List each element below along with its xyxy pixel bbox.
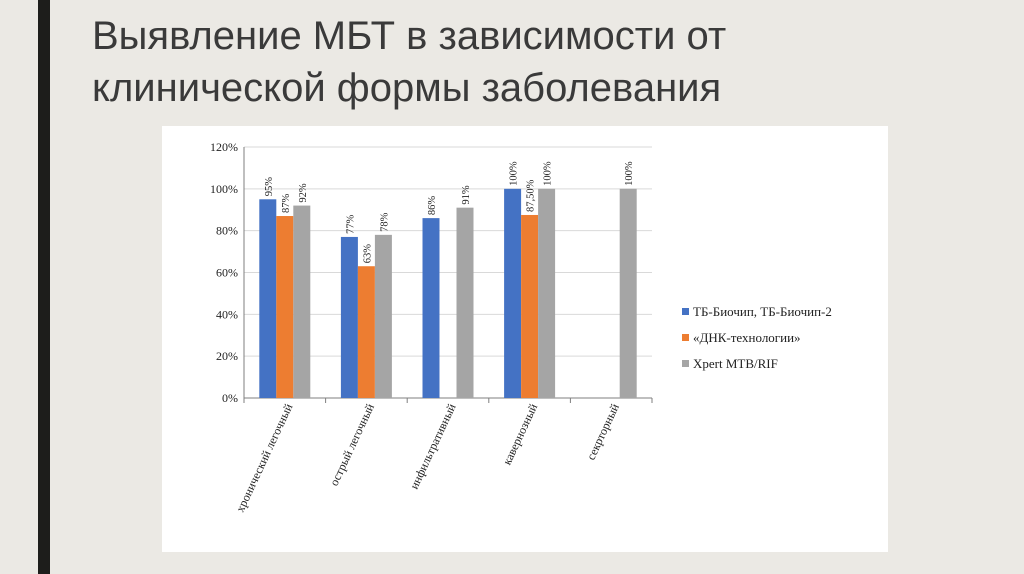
bar-3 bbox=[293, 205, 311, 398]
bar-3 bbox=[619, 188, 637, 398]
x-category-label: хронический легочный bbox=[233, 401, 296, 514]
bar-3 bbox=[374, 234, 392, 398]
data-label: 63% bbox=[362, 244, 373, 264]
bar-chart: 95% 87% 92% 77% 63% 78% 86% 91% 100% 87,50% 100% 10… bbox=[210, 140, 832, 514]
data-label: 100% bbox=[509, 161, 520, 186]
y-tick-label: 20% bbox=[216, 349, 238, 363]
y-tick-label: 80% bbox=[216, 224, 238, 238]
bar-2 bbox=[276, 216, 294, 398]
bar-1 bbox=[422, 218, 440, 398]
data-label: 77% bbox=[345, 214, 356, 234]
x-category-label: кавернозный bbox=[500, 401, 541, 467]
x-category-label: острый легочный bbox=[327, 401, 378, 488]
decorative-left-bar bbox=[38, 0, 50, 574]
bar-2 bbox=[357, 266, 375, 398]
legend-entry: «ДНК-технологии» bbox=[693, 330, 801, 345]
data-label: 78% bbox=[379, 212, 390, 232]
chart-panel: 95% 87% 92% 77% 63% 78% 86% 91% 100% 87,50% 100% 10… bbox=[162, 126, 888, 552]
bar-3 bbox=[456, 207, 474, 398]
bar-1 bbox=[259, 199, 277, 398]
data-label: 100% bbox=[543, 161, 554, 186]
legend-entry: ТБ-Биочип, ТБ-Биочип-2 bbox=[693, 304, 832, 319]
x-category-label: секрторный bbox=[584, 401, 622, 462]
bar-3 bbox=[538, 188, 556, 398]
y-tick-label: 100% bbox=[210, 182, 238, 196]
bar-1 bbox=[504, 188, 522, 398]
gridlines bbox=[244, 146, 652, 399]
legend-swatch bbox=[682, 334, 689, 341]
data-label: 95% bbox=[264, 177, 275, 197]
legend-swatch bbox=[682, 308, 689, 315]
slide-title-line-2: клинической формы заболевания bbox=[92, 66, 722, 110]
data-label: 91% bbox=[461, 185, 472, 205]
data-label: 92% bbox=[298, 183, 309, 203]
bars bbox=[259, 188, 637, 398]
bar-1 bbox=[340, 236, 358, 398]
y-tick-label: 0% bbox=[222, 391, 238, 405]
data-label: 100% bbox=[624, 161, 635, 186]
data-label: 87,50% bbox=[526, 179, 537, 212]
y-tick-label: 60% bbox=[216, 266, 238, 280]
y-tick-label: 40% bbox=[216, 307, 238, 321]
slide-title-line-1: Выявление МБТ в зависимости от bbox=[92, 14, 727, 58]
legend-entry: Xpert MTB/RIF bbox=[693, 356, 778, 371]
bar-2 bbox=[521, 214, 539, 398]
x-category-label: инфильтративный bbox=[407, 401, 459, 491]
data-label: 87% bbox=[281, 194, 292, 214]
y-tick-label: 120% bbox=[210, 140, 238, 154]
data-labels: 95% 87% 92% 77% 63% 78% 86% 91% 100% 87,50% 100% 10… bbox=[264, 161, 635, 263]
slide-title: Выявление МБТ в зависимости от клиническ… bbox=[92, 10, 972, 114]
legend-swatch bbox=[682, 360, 689, 367]
data-label: 86% bbox=[427, 196, 438, 216]
legend: ТБ-Биочип, ТБ-Биочип-2 «ДНК-технологии» Xp… bbox=[682, 304, 832, 371]
